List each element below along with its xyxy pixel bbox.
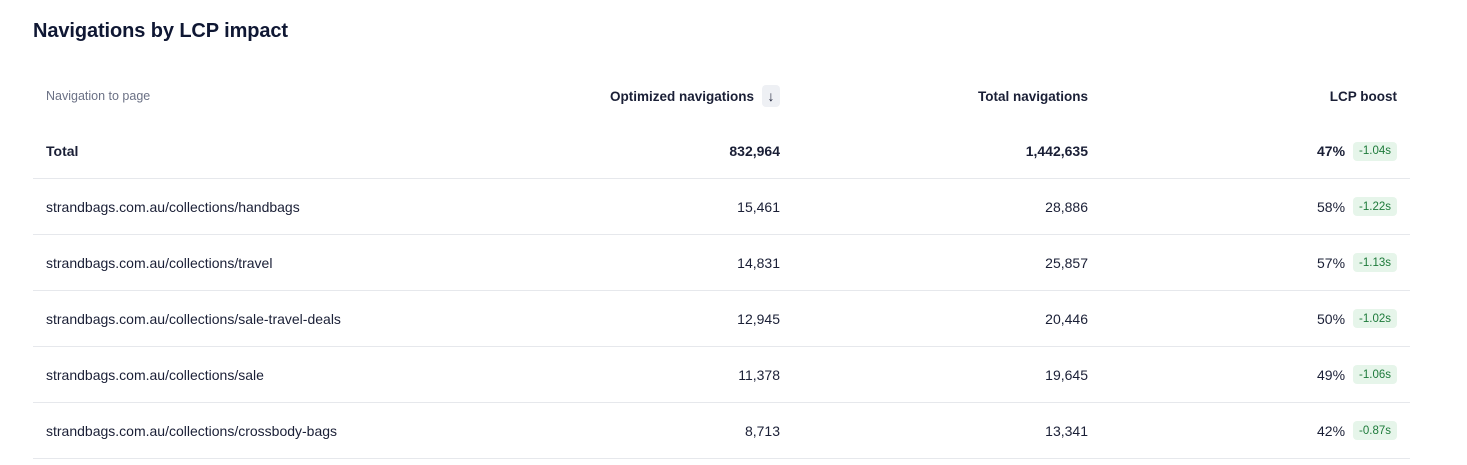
page-url: strandbags.com.au/collections/sale — [46, 366, 264, 383]
optimized-count: 15,461 — [737, 198, 780, 215]
sort-descending-icon[interactable]: ↓ — [762, 85, 780, 107]
boost-delta-badge: -1.22s — [1353, 197, 1397, 216]
boost-delta-badge: -1.04s — [1353, 141, 1397, 161]
boost-cell: 42% -0.87s — [1317, 403, 1397, 458]
optimized-count: 8,713 — [744, 422, 780, 439]
column-header-optimized[interactable]: Optimized navigations ↓ — [610, 68, 780, 124]
boost-percent: 42% — [1317, 422, 1346, 439]
boost-delta-badge: -1.02s — [1353, 309, 1397, 328]
total-boost: 47% -1.04s — [1317, 124, 1397, 178]
total-count: 20,446 — [1045, 310, 1088, 327]
page-url: strandbags.com.au/collections/crossbody-… — [46, 422, 338, 439]
page-url: strandbags.com.au/collections/sale-trave… — [46, 310, 341, 327]
boost-cell: 58% -1.22s — [1317, 179, 1397, 234]
table-row[interactable]: strandbags.com.au/collections/crossbody-… — [33, 403, 1410, 459]
column-header-page: Navigation to page — [46, 89, 151, 103]
total-count: 13,341 — [1045, 422, 1088, 439]
boost-percent: 58% — [1317, 198, 1346, 215]
lcp-impact-table: Navigation to page Optimized navigations… — [33, 68, 1410, 459]
total-row: Total 832,964 1,442,635 47% -1.04s — [33, 124, 1410, 179]
boost-percent: 50% — [1317, 310, 1346, 327]
column-header-total[interactable]: Total navigations — [977, 88, 1088, 104]
boost-percent: 57% — [1317, 254, 1346, 271]
table-row[interactable]: strandbags.com.au/collections/travel 14,… — [33, 235, 1410, 291]
boost-delta-badge: -1.13s — [1353, 253, 1397, 272]
boost-cell: 50% -1.02s — [1317, 291, 1397, 346]
column-header-boost[interactable]: LCP boost — [1329, 88, 1397, 104]
column-header-optimized-label: Optimized navigations — [609, 88, 754, 104]
optimized-count: 12,945 — [737, 310, 780, 327]
table-header-row: Navigation to page Optimized navigations… — [33, 68, 1410, 124]
table-row[interactable]: strandbags.com.au/collections/sale 11,37… — [33, 347, 1410, 403]
total-navigations: 1,442,635 — [1025, 143, 1088, 159]
optimized-count: 11,378 — [738, 366, 780, 383]
boost-cell: 49% -1.06s — [1317, 347, 1397, 402]
optimized-count: 14,831 — [737, 254, 780, 271]
boost-delta-badge: -0.87s — [1353, 421, 1397, 440]
section-title: Navigations by LCP impact — [33, 20, 288, 42]
total-count: 19,645 — [1045, 366, 1088, 383]
page-url: strandbags.com.au/collections/handbags — [46, 198, 300, 215]
total-count: 25,857 — [1045, 254, 1088, 271]
total-count: 28,886 — [1045, 198, 1088, 215]
table-row[interactable]: strandbags.com.au/collections/handbags 1… — [33, 179, 1410, 235]
page-url: strandbags.com.au/collections/travel — [46, 254, 273, 271]
total-optimized: 832,964 — [729, 143, 780, 159]
table-row[interactable]: strandbags.com.au/collections/sale-trave… — [33, 291, 1410, 347]
total-label: Total — [46, 143, 79, 159]
boost-delta-badge: -1.06s — [1353, 365, 1397, 384]
boost-percent: 47% — [1317, 143, 1346, 159]
boost-cell: 57% -1.13s — [1317, 235, 1397, 290]
boost-percent: 49% — [1317, 366, 1346, 383]
